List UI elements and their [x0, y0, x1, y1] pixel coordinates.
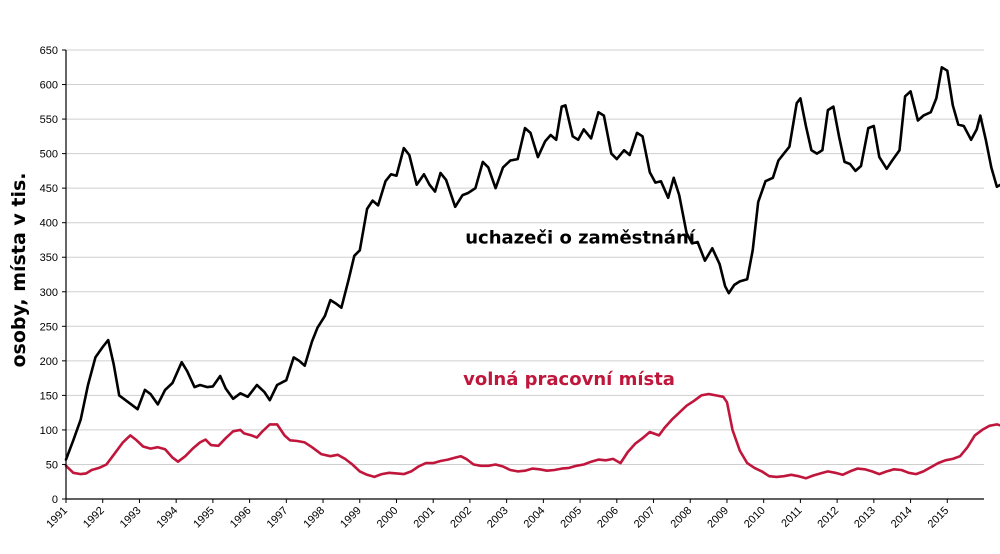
y-tick-label-7: 350 [40, 252, 58, 264]
x-tick-label-11: 2002 [448, 505, 474, 531]
y-tick-label-12: 600 [40, 80, 58, 92]
y-tick-label-8: 400 [40, 218, 58, 230]
x-tick-label-16: 2007 [632, 505, 658, 531]
x-axis-ticks: 1991 1992 1993 1994 1995 1996 1997 1998 1999 2000… [44, 499, 951, 530]
x-tick-label-24: 2015 [926, 505, 952, 531]
x-tick-label-14: 2005 [558, 505, 584, 531]
x-tick-label-9: 2000 [375, 505, 401, 531]
y-tick-label-13: 650 [40, 45, 58, 57]
x-tick-label-1: 1992 [81, 505, 107, 531]
y-tick-label-9: 450 [40, 183, 58, 195]
y-axis-ticks: 0 50 100 150 200 250 300 350 400 450 500 550 600 650 [40, 45, 66, 506]
x-tick-label-21: 2012 [815, 505, 841, 531]
x-tick-label-5: 1996 [228, 505, 254, 531]
x-tick-label-13: 2004 [522, 505, 548, 531]
grid-lines [66, 49, 984, 465]
x-tick-label-8: 1999 [338, 505, 364, 531]
x-tick-label-22: 2013 [852, 505, 878, 531]
axes [65, 50, 984, 500]
series-annotation-1: volná pracovní místa [463, 369, 675, 390]
x-tick-label-19: 2010 [742, 505, 768, 531]
x-tick-label-18: 2009 [705, 505, 731, 531]
x-tick-label-7: 1998 [301, 505, 327, 531]
x-tick-label-6: 1997 [265, 505, 291, 531]
x-tick-label-15: 2006 [595, 505, 621, 531]
series-line-1 [64, 392, 1000, 480]
x-tick-label-4: 1995 [191, 505, 217, 531]
y-tick-label-11: 550 [40, 114, 58, 126]
x-tick-label-10: 2001 [412, 505, 438, 531]
y-axis-label: osoby, místa v tis. [8, 172, 30, 367]
y-tick-label-6: 300 [40, 287, 58, 299]
x-tick-label-23: 2014 [889, 505, 915, 531]
y-tick-label-3: 150 [40, 390, 58, 402]
x-tick-label-2: 1993 [118, 505, 144, 531]
series-annotation-0: uchazeči o zaměstnání [465, 227, 696, 248]
y-tick-label-2: 100 [40, 425, 58, 437]
x-tick-label-0: 1991 [44, 505, 70, 531]
x-tick-label-17: 2008 [669, 505, 695, 531]
x-tick-label-20: 2011 [779, 505, 804, 530]
y-tick-label-5: 250 [40, 321, 58, 333]
plot-area [64, 66, 1000, 480]
y-tick-label-0: 0 [52, 494, 58, 506]
y-tick-label-10: 500 [40, 149, 58, 161]
y-tick-label-4: 200 [40, 356, 58, 368]
x-tick-label-12: 2003 [485, 505, 511, 531]
series-line-0 [64, 66, 1000, 461]
x-tick-label-3: 1994 [154, 505, 180, 531]
series-annotations: uchazeči o zaměstnání volná pracovní míst… [463, 227, 696, 390]
y-tick-label-1: 50 [46, 459, 58, 471]
